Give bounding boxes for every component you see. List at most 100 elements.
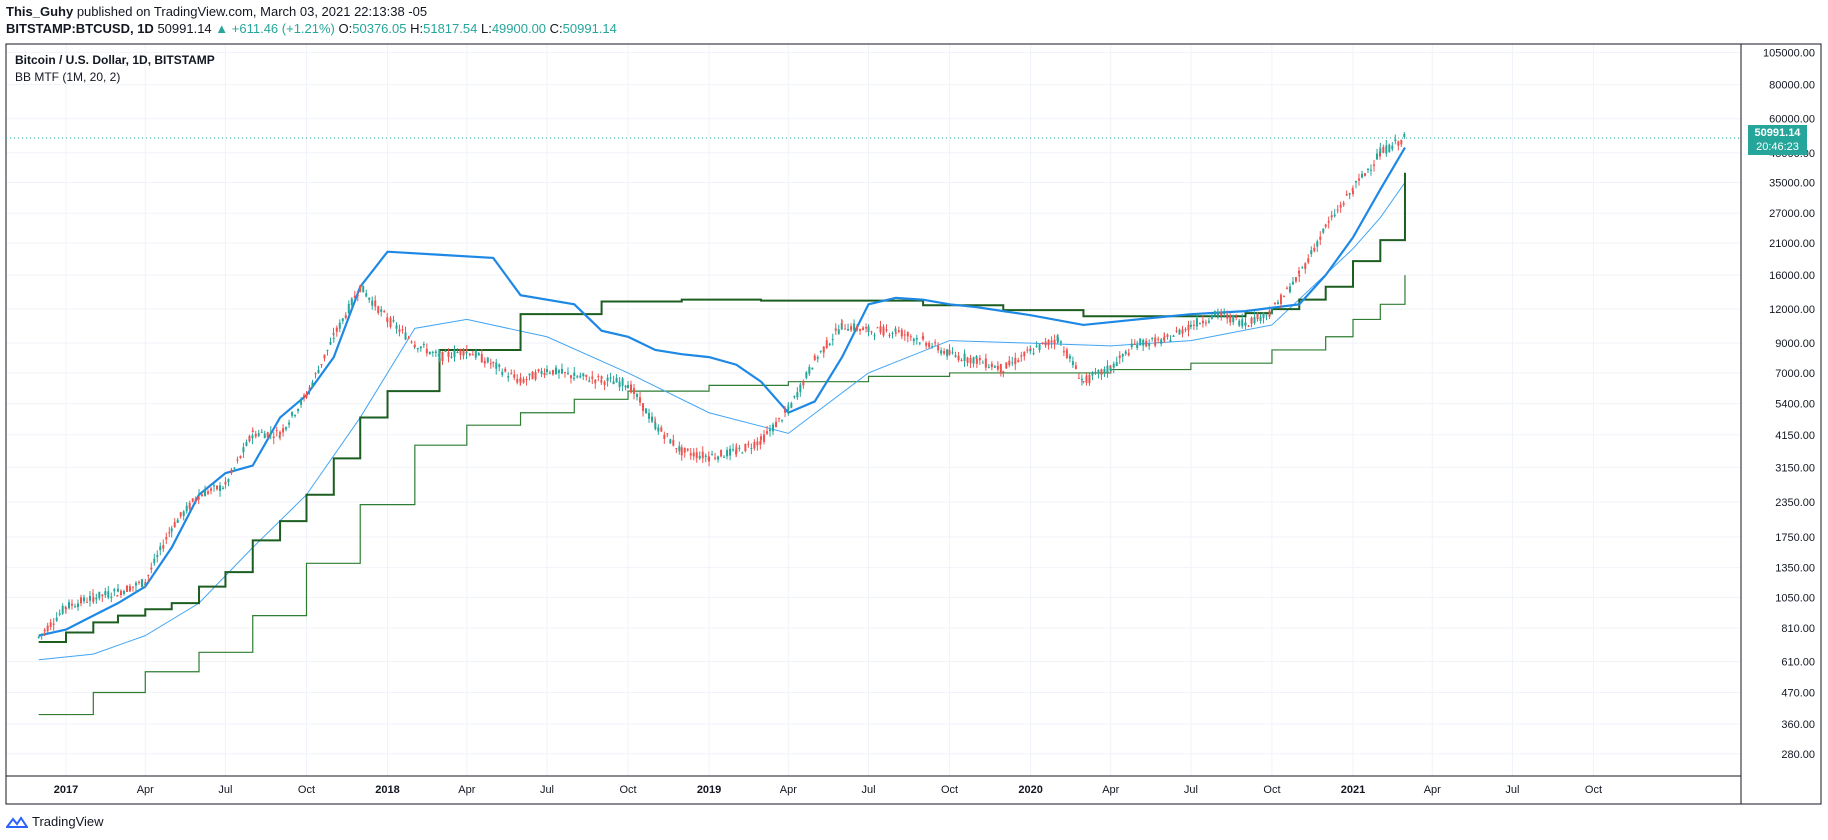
candle-body [975, 356, 978, 359]
plot-frame [5, 43, 1822, 805]
x-tick-label: Oct [1585, 784, 1602, 796]
candle-body [1348, 193, 1351, 195]
y-tick-label: 7000.00 [1775, 368, 1815, 380]
candle-body [401, 329, 404, 331]
candle-body [775, 421, 778, 428]
candle-body [1169, 339, 1172, 342]
candle-body [1011, 362, 1014, 364]
candle-body [1133, 344, 1136, 346]
candle-body [61, 605, 64, 614]
candle-body [150, 567, 153, 570]
candle-body [808, 367, 811, 374]
candle-body [1333, 214, 1336, 217]
candle-body [1379, 151, 1381, 157]
x-tick-label: Oct [1263, 784, 1280, 796]
candle-body [1172, 335, 1175, 337]
candle-body [131, 586, 134, 588]
candle-body [1044, 341, 1047, 346]
candle-body [557, 370, 560, 373]
candle-body [714, 457, 717, 459]
candle-body [1178, 329, 1181, 335]
candle-body [915, 338, 918, 340]
candle-body [865, 327, 868, 329]
candle-body [888, 334, 891, 336]
candle-body [507, 375, 510, 378]
candle-body [847, 328, 850, 331]
x-tick-label: 2017 [54, 784, 78, 796]
candle-body [831, 339, 834, 341]
candle-body [1074, 365, 1077, 369]
candle-body [365, 293, 368, 297]
candle-body [58, 613, 61, 615]
candle-body [1220, 312, 1223, 317]
x-tick-label: 2019 [697, 784, 721, 796]
candle-body [633, 388, 636, 394]
brand-name[interactable]: TradingView [32, 814, 104, 829]
tradingview-logo-icon[interactable] [6, 815, 28, 828]
candle-body [1103, 368, 1106, 373]
candle-body [197, 496, 200, 500]
y-tick-label: 3150.00 [1775, 462, 1815, 474]
candle-body [1235, 316, 1238, 318]
candle-body [431, 351, 434, 353]
candle-body [943, 351, 946, 354]
x-tick-label: Apr [1424, 784, 1441, 796]
author-name[interactable]: This_Guhy [6, 4, 74, 19]
candle-body [1232, 314, 1235, 323]
candle-body [251, 435, 254, 439]
candle-body [1342, 203, 1345, 205]
candle-body [1195, 318, 1198, 327]
candle-body [787, 406, 790, 410]
candle-body [459, 349, 462, 355]
candle-body [678, 446, 681, 452]
candle-body [1385, 145, 1388, 154]
indicator-label[interactable]: BB MTF (1M, 20, 2) [15, 70, 121, 84]
candle-body [383, 311, 386, 313]
candle-body [813, 355, 816, 360]
candle-body [993, 366, 996, 368]
candle-body [1322, 228, 1325, 233]
candle-body [686, 448, 689, 451]
candle-body [972, 357, 975, 364]
candle-body [501, 371, 504, 375]
candle-body [1094, 372, 1097, 374]
y-tick-label: 4150.00 [1775, 430, 1815, 442]
candle-body [1151, 337, 1154, 339]
candle-body [168, 532, 171, 534]
y-tick-label: 21000.00 [1769, 238, 1815, 250]
candle-body [948, 349, 951, 355]
price-chart[interactable]: 105000.0080000.0060000.0045000.0035000.0… [0, 0, 1828, 810]
price-tag-countdown: 20:46:23 [1756, 141, 1799, 153]
candle-body [1307, 258, 1310, 263]
candle-body [188, 502, 191, 509]
candle-body [1285, 287, 1288, 289]
candle-body [224, 481, 227, 485]
candle-body [940, 350, 943, 354]
candle-body [594, 379, 597, 384]
candle-body [338, 322, 341, 329]
candle-body [528, 373, 531, 376]
candle-body [548, 372, 551, 374]
candle-body [763, 434, 766, 442]
candle-body [873, 335, 876, 337]
candle-body [486, 357, 489, 363]
candle-body [377, 306, 380, 313]
candle-body [784, 409, 787, 413]
candle-body [308, 387, 311, 390]
candle-body [756, 441, 759, 446]
candle-body [1056, 337, 1059, 343]
candle-body [456, 352, 459, 354]
x-tick-label: Oct [619, 784, 636, 796]
candle-body [1282, 296, 1285, 298]
candle-body [636, 394, 639, 397]
candle-body [260, 431, 263, 433]
candle-body [1189, 324, 1192, 327]
candle-body [759, 441, 762, 445]
candle-body [434, 351, 437, 354]
candle-body [894, 328, 897, 332]
candle-body [981, 362, 984, 364]
candle-body [510, 373, 513, 375]
candle-body [909, 336, 912, 338]
candle-body [492, 361, 495, 363]
ohlc-line: BITSTAMP:BTCUSD, 1D 50991.14 ▲ +611.46 (… [6, 21, 617, 37]
